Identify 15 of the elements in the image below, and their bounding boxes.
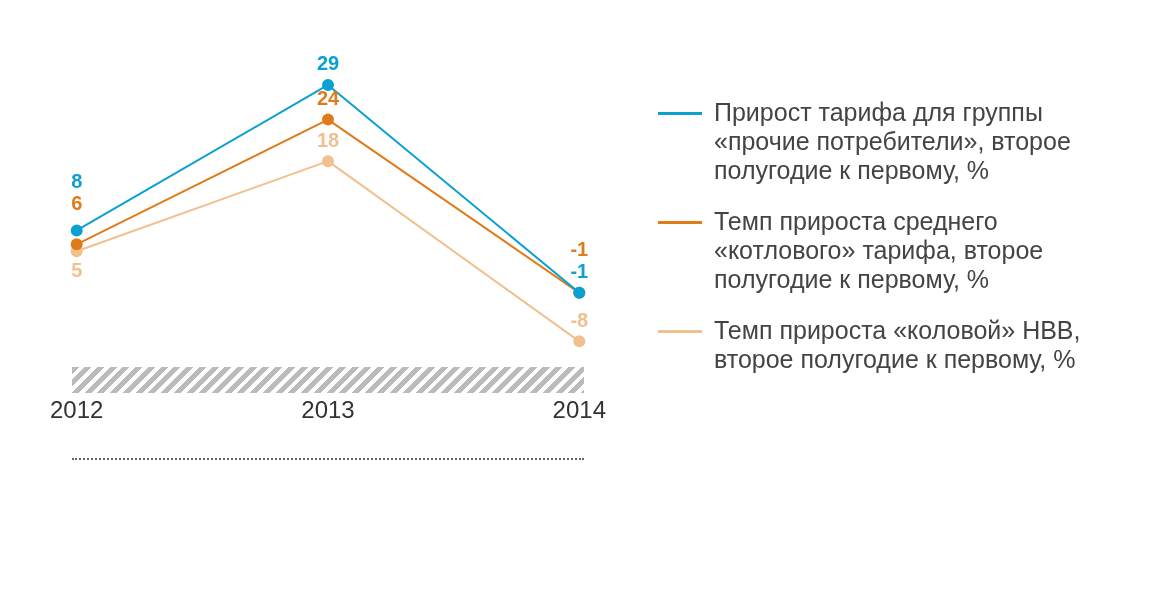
- data-label: 6: [71, 191, 83, 214]
- legend-label: Прирост тарифа для группы «прочие потребители», второе полугодие к первому, %: [714, 98, 1072, 185]
- data-label: 24: [316, 87, 340, 110]
- data-label: 29: [316, 52, 340, 75]
- legend-label: Темп прироста «коловой» НВВ, второе полугодие к первому, %: [714, 316, 1082, 374]
- legend-label: Темп прироста среднего «котлового» тарифа, второе полугодие к первому, %: [714, 207, 1045, 294]
- data-label: 8: [71, 169, 83, 192]
- data-label: 5: [71, 258, 83, 281]
- data-label: -1: [570, 260, 589, 283]
- data-label: -1: [570, 238, 589, 261]
- x-tick-label: 2012: [50, 396, 104, 424]
- x-tick-label: 2013: [301, 396, 355, 424]
- data-label: -8: [570, 308, 589, 331]
- x-tick-label: 2014: [552, 396, 606, 424]
- data-label: 18: [316, 128, 340, 151]
